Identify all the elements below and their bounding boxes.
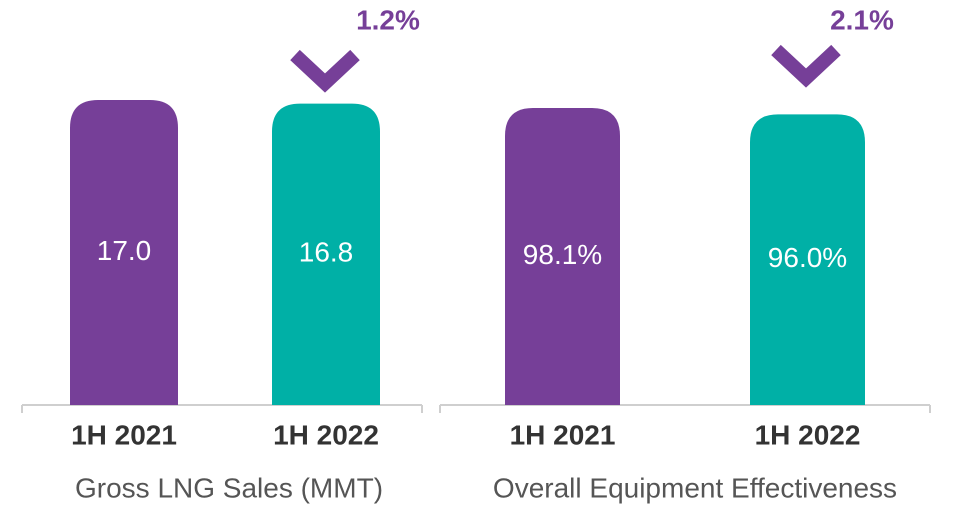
x-axis-label: Gross LNG Sales (MMT) [75,472,383,503]
value-label: 17.0 [97,235,152,266]
value-label: 98.1% [523,239,602,270]
down-chevron [290,49,360,93]
bar [70,100,178,405]
down-chevron [771,44,841,88]
x-tick-label: 1H 2022 [755,419,861,450]
x-tick-label: 1H 2021 [510,419,616,450]
bar [272,103,380,406]
bar [505,108,620,405]
x-tick-label: 1H 2022 [273,419,379,450]
value-label: 16.8 [299,237,354,268]
x-axis-label: Overall Equipment Effectiveness [493,472,897,503]
change-annotation: 1.2% [356,4,420,35]
x-tick-label: 1H 2021 [71,419,177,450]
bar [750,114,865,406]
value-label: 96.0% [768,242,847,273]
change-annotation: 2.1% [830,4,894,35]
